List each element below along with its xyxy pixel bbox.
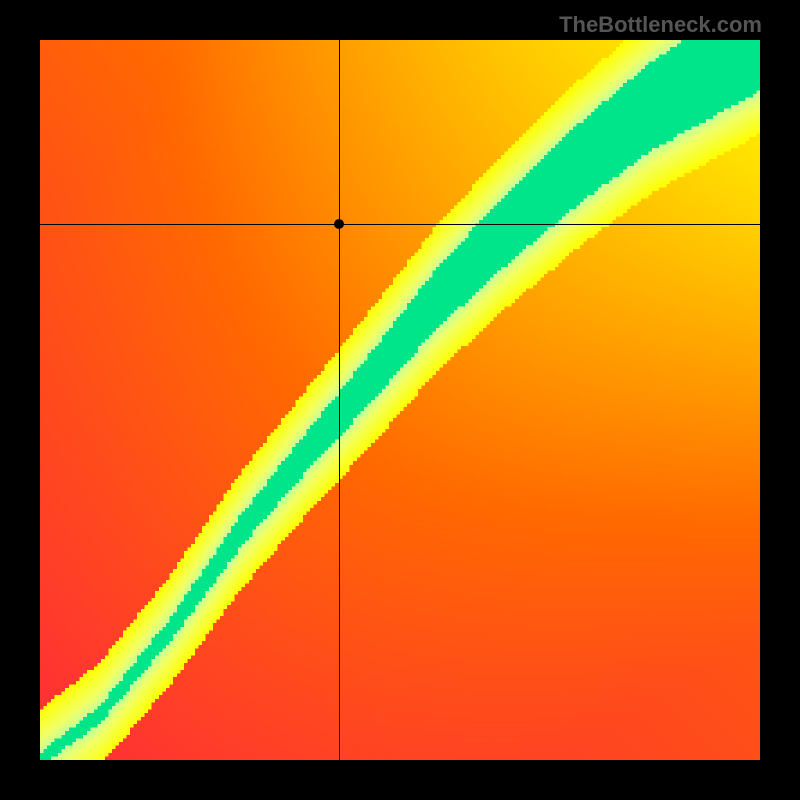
- crosshair-vertical: [339, 40, 340, 760]
- crosshair-marker: [334, 219, 344, 229]
- heatmap-canvas: [40, 40, 760, 760]
- bottleneck-heatmap: [40, 40, 760, 760]
- crosshair-horizontal: [40, 224, 760, 225]
- watermark-text: TheBottleneck.com: [559, 12, 762, 38]
